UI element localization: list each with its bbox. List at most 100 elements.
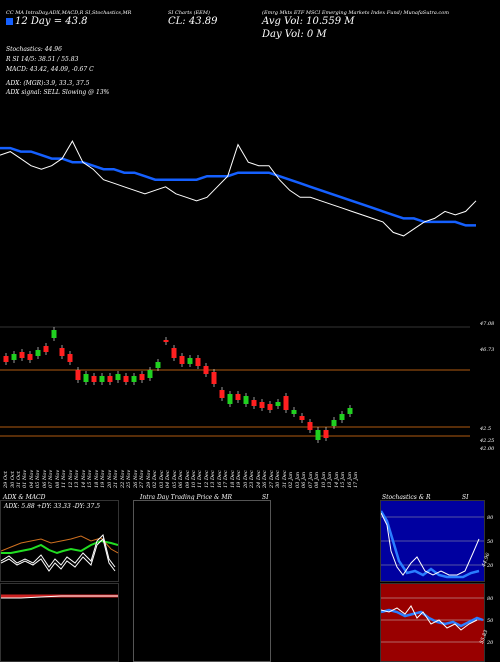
- stoch-blue-line: [381, 510, 480, 579]
- date-label: 24 Dec: [255, 470, 262, 488]
- date-label: 11 Nov: [61, 469, 68, 488]
- candle-body: [211, 372, 217, 384]
- header-top-left: CC MA IntraDay,ADX,MACD,R SI,Stochastics…: [6, 10, 132, 16]
- price-tick-2: 42.5: [480, 426, 492, 432]
- candle-body: [99, 376, 105, 382]
- date-label: 21 Nov: [113, 469, 120, 488]
- stoch-axis-20: 20: [487, 563, 494, 569]
- date-label: 16 Dec: [216, 470, 223, 488]
- macd-line-a: [1, 595, 118, 599]
- candle-body: [155, 362, 161, 368]
- price-tick-4: 42.00: [480, 446, 495, 452]
- candle-body: [307, 422, 313, 430]
- close-label: CL: 43.89: [168, 16, 218, 27]
- stoch-white-line: [381, 512, 480, 576]
- candle-body: [347, 408, 353, 414]
- date-label: 26 Dec: [262, 470, 269, 488]
- adx-signal-readout: ADX signal: SELL Slowing @ 13%: [6, 89, 110, 96]
- candle-body: [291, 410, 297, 414]
- ma-label: 12 Day = 43.8: [15, 16, 88, 27]
- candle-body: [259, 402, 265, 408]
- candle-body: [35, 350, 41, 356]
- adx-lines: [1, 534, 118, 572]
- candle-body: [227, 394, 233, 404]
- stoch-readout: Stochastics: 44.96: [6, 46, 62, 53]
- macd-panel: [0, 583, 119, 662]
- adx-orange-line: [1, 535, 118, 554]
- candle-body: [59, 348, 65, 356]
- date-label: 06 Dec: [178, 470, 184, 488]
- price-ma-chart: [0, 140, 477, 237]
- candle-body: [267, 404, 273, 410]
- header-top-right: (Emrg Mkts ETF MSCI Emerging Markets Ind…: [262, 10, 449, 16]
- candle-body: [75, 370, 81, 380]
- date-axis: 29 Oct 30 Oct 31 Oct 01 Nov 04 Nov 05 Nov 06 N…: [0, 462, 500, 492]
- candle-body: [67, 354, 73, 362]
- candle-body: [275, 402, 281, 406]
- date-label: 17 Jan: [353, 471, 359, 488]
- date-label: 09 Dec: [184, 470, 191, 488]
- date-label: 29 Nov: [145, 469, 152, 488]
- candle-body: [243, 396, 249, 404]
- ma-line: [0, 146, 476, 227]
- candle-body: [331, 420, 337, 426]
- date-label: 13 Nov: [74, 469, 81, 488]
- candle-body: [83, 374, 89, 382]
- price-tick-0: 47.08: [480, 321, 495, 327]
- candle-body: [11, 354, 17, 360]
- rsi-readout: R SI 14/5: 38.51 / 55.83: [6, 56, 79, 63]
- date-label: 05 Nov: [35, 469, 42, 488]
- intraday-panel-title: Intra Day Trading Price & MR: [140, 494, 233, 501]
- adx-readout: ADX: (MGR):3.9, 33.3, 37.5: [6, 80, 90, 87]
- avg-vol-label: Avg Vol: 10.559 M: [262, 16, 355, 27]
- adx-white-line: [1, 534, 116, 568]
- date-label: 25 Nov: [126, 469, 133, 488]
- date-label: 19 Nov: [100, 469, 107, 488]
- adx-panel-title: ADX & MACD: [3, 494, 46, 501]
- candle-body: [163, 340, 169, 342]
- candle-body: [187, 358, 193, 364]
- candle-body: [139, 374, 145, 380]
- date-label: 19 Dec: [236, 470, 243, 488]
- rsi-panel: 80 50 20 55.83: [380, 583, 493, 662]
- rsi-axis-50: 50: [487, 618, 494, 624]
- date-label: 06 Nov: [41, 469, 48, 488]
- rsi-axis-80: 80: [487, 596, 494, 602]
- candle-body: [283, 396, 289, 410]
- candle-body: [43, 346, 49, 352]
- date-label: 12 Nov: [67, 469, 74, 488]
- candlestick-chart: [0, 326, 470, 443]
- date-label: 08 Nov: [54, 469, 61, 488]
- candle-body: [251, 400, 257, 406]
- intraday-panel: [133, 500, 271, 662]
- rsi-axis-20: 20: [487, 640, 494, 646]
- date-label: 03 Jan: [294, 471, 301, 488]
- date-label: 30 Oct: [9, 471, 16, 488]
- intraday-panel-si: SI: [262, 494, 269, 501]
- date-label: 22 Nov: [119, 469, 126, 488]
- ma-legend-swatch: [6, 18, 13, 25]
- date-label: 26 Nov: [132, 469, 139, 488]
- date-label: 04 Dec: [165, 470, 171, 488]
- stoch-panel: 80 50 20 44.96: [380, 500, 493, 582]
- date-label: 11 Dec: [197, 470, 204, 488]
- date-label: 14 Nov: [80, 469, 87, 488]
- stoch-panel-title: Stochastics & R: [382, 494, 431, 501]
- date-label: 20 Nov: [106, 469, 113, 488]
- date-label: 27 Nov: [139, 469, 146, 488]
- candle-body: [27, 354, 33, 360]
- date-label: 16 Jan: [346, 471, 353, 488]
- date-label: 03 Dec: [158, 470, 165, 488]
- candle-body: [115, 374, 121, 380]
- date-label: 07 Nov: [48, 469, 55, 488]
- candle-body: [315, 430, 321, 440]
- date-label: 10 Jan: [320, 471, 327, 488]
- stoch-axis-50: 50: [487, 539, 494, 545]
- date-label: 17 Dec: [223, 470, 230, 488]
- candle-body: [123, 376, 129, 382]
- price-tick-1: 46.73: [480, 347, 495, 353]
- date-label: 31 Dec: [281, 470, 288, 488]
- candle-body: [107, 376, 113, 382]
- header-top-mid: SI Charts (EEM): [168, 10, 210, 16]
- date-label: 04 Nov: [28, 469, 35, 488]
